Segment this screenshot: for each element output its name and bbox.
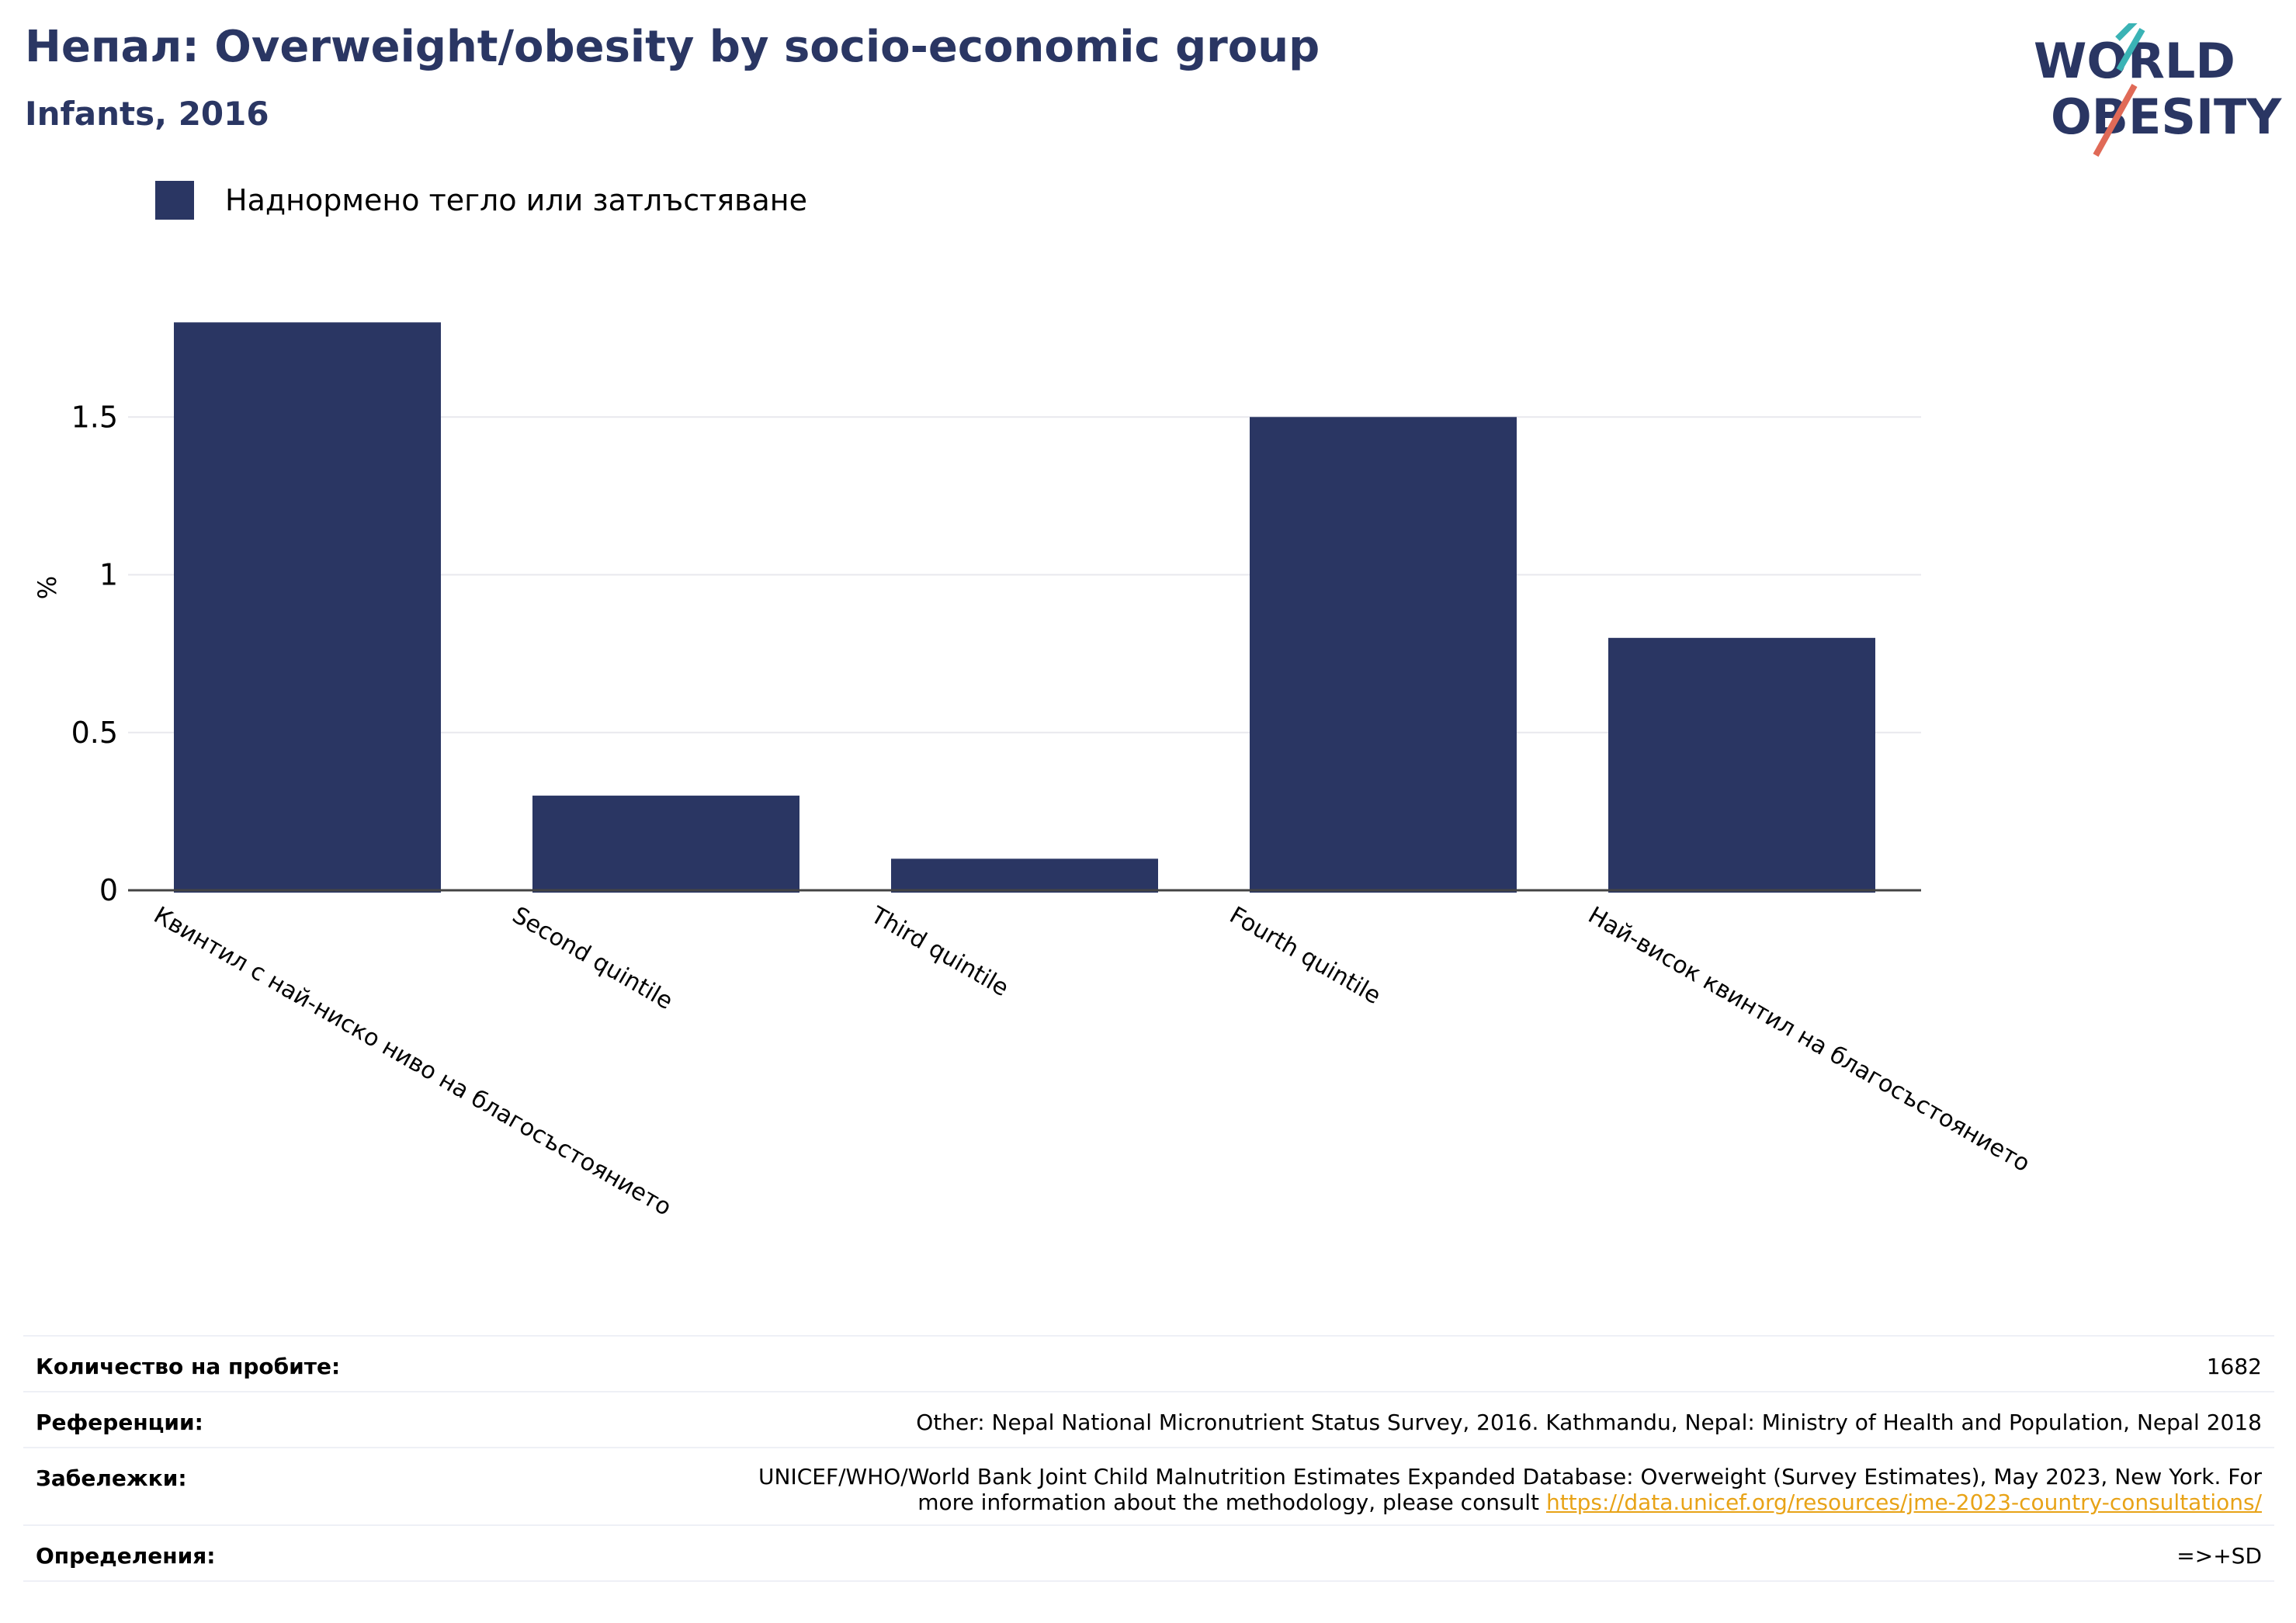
notes-line1: UNICEF/WHO/World Bank Joint Child Malnut…: [758, 1464, 2262, 1489]
y-tick-label: 0: [99, 873, 118, 907]
bar: [532, 796, 799, 893]
bar-chart: 00.511.5%Квинтил с най-ниско ниво на бла…: [33, 322, 2034, 1222]
y-tick-label: 1.5: [71, 400, 118, 434]
x-tick-label: Third quintile: [865, 901, 1013, 1002]
bar: [1250, 417, 1517, 893]
definitions-label: Определения:: [36, 1543, 216, 1569]
logo-line2: OBESITY: [2051, 88, 2282, 145]
info-row-references: Референции: Other: Nepal National Micron…: [23, 1391, 2274, 1447]
notes-line2-wrap: more information about the methodology, …: [758, 1489, 2262, 1515]
x-tick-label: Second quintile: [508, 902, 678, 1015]
chart-legend: Наднормено тегло или затлъстяване: [155, 180, 807, 220]
notes-line2: more information about the methodology, …: [917, 1489, 1540, 1515]
legend-label: Наднормено тегло или затлъстяване: [225, 183, 807, 217]
notes-label: Забележки:: [36, 1465, 187, 1491]
chart-subtitle: Infants, 2016: [25, 95, 269, 133]
x-tick-label: Най-висок квинтил на благосъстоянието: [1583, 902, 2034, 1178]
logo-teal-stroke: [2115, 23, 2138, 41]
info-row-definitions: Определения: =>+SD: [23, 1524, 2274, 1582]
notes-value: UNICEF/WHO/World Bank Joint Child Malnut…: [758, 1464, 2262, 1515]
info-row-notes: Забележки: UNICEF/WHO/World Bank Joint C…: [23, 1447, 2274, 1524]
info-row-sample: Количество на пробите: 1682: [23, 1335, 2274, 1391]
references-label: Референции:: [36, 1410, 203, 1435]
y-tick-label: 0.5: [71, 716, 118, 750]
bar: [891, 858, 1158, 893]
chart-title: Непал: Overweight/obesity by socio-econo…: [25, 22, 1320, 72]
definitions-value: =>+SD: [2176, 1543, 2262, 1569]
y-axis-label: %: [33, 576, 62, 599]
sample-label: Количество на пробите:: [36, 1354, 341, 1379]
notes-link[interactable]: https://data.unicef.org/resources/jme-20…: [1545, 1489, 2262, 1515]
sample-value: 1682: [2206, 1354, 2262, 1379]
legend-swatch: [155, 181, 194, 220]
bar: [174, 322, 441, 893]
logo-teal-stroke-2: [2116, 28, 2145, 71]
x-tick-label: Fourth quintile: [1225, 902, 1386, 1011]
references-value: Other: Nepal National Micronutrient Stat…: [916, 1410, 2262, 1435]
bar: [1608, 637, 1875, 893]
world-obesity-logo: WORLD OBESITY: [2034, 23, 2282, 157]
logo-coral-stroke: [2093, 84, 2138, 157]
y-tick-label: 1: [99, 558, 118, 592]
